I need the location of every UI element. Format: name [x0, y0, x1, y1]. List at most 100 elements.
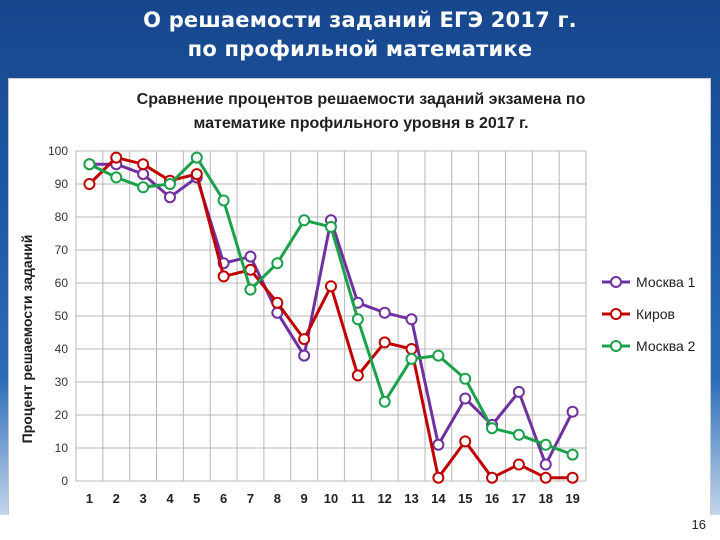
data-point	[351, 313, 364, 326]
x-tick-label: 10	[324, 491, 338, 506]
data-point	[459, 392, 472, 405]
y-tick-label: 30	[55, 375, 69, 389]
series-line	[89, 162, 574, 466]
y-tick-label: 80	[55, 210, 69, 224]
chart-title-line-1: Сравнение процентов решаемости заданий э…	[137, 91, 586, 108]
data-point	[298, 349, 311, 362]
data-point	[163, 191, 176, 204]
x-tick-label: 14	[431, 491, 446, 506]
data-point	[137, 168, 150, 181]
page-number: 16	[691, 517, 706, 532]
data-point	[110, 151, 123, 164]
data-point	[378, 395, 391, 408]
data-point	[110, 171, 123, 184]
slide-title: О решаемости заданий ЕГЭ 2017 г. по проф…	[0, 6, 720, 64]
slide-title-line-1: О решаемости заданий ЕГЭ 2017 г.	[143, 8, 577, 32]
legend-swatch-marker	[610, 340, 622, 352]
data-point	[271, 296, 284, 309]
data-point	[486, 471, 499, 484]
data-point	[244, 283, 257, 296]
legend-label: Москва 2	[636, 338, 696, 354]
legend-swatch-marker	[610, 276, 622, 288]
x-tick-label: 1	[86, 491, 93, 506]
series-Киров	[83, 151, 579, 484]
x-tick-label: 12	[377, 491, 391, 506]
x-tick-label: 2	[113, 491, 120, 506]
data-point	[351, 369, 364, 382]
legend-item: Москва 2	[602, 338, 696, 354]
y-tick-label: 40	[55, 342, 69, 356]
data-point	[539, 471, 552, 484]
data-point	[190, 151, 203, 164]
data-point	[83, 178, 96, 190]
series-Москва 1	[83, 158, 579, 471]
y-tick-label: 60	[55, 276, 69, 290]
data-point	[486, 422, 499, 435]
legend-swatch-marker	[610, 308, 622, 320]
data-point	[217, 270, 230, 283]
data-point	[137, 181, 150, 194]
y-tick-label: 0	[61, 474, 68, 488]
series-Москва 2	[83, 151, 579, 461]
x-tick-label: 5	[193, 491, 200, 506]
data-point	[298, 214, 311, 227]
footer-bar	[0, 515, 720, 540]
data-point	[512, 458, 525, 471]
data-point	[190, 168, 203, 181]
y-tick-label: 70	[55, 243, 69, 257]
line-chart: Сравнение процентов решаемости заданий э…	[19, 91, 696, 506]
legend-label: Киров	[636, 306, 675, 322]
data-point	[405, 352, 418, 365]
data-point	[378, 336, 391, 349]
y-axis-label: Процент решаемости заданий	[19, 235, 35, 444]
x-tick-label: 16	[485, 491, 499, 506]
x-tick-label: 6	[220, 491, 227, 506]
data-point	[137, 158, 150, 171]
data-point	[271, 257, 284, 270]
data-point	[539, 438, 552, 451]
data-point	[432, 471, 445, 484]
legend-label: Москва 1	[636, 274, 696, 290]
legend-item: Киров	[602, 306, 675, 322]
data-point	[163, 178, 176, 190]
data-point	[566, 471, 579, 484]
data-point	[432, 349, 445, 362]
x-tick-label: 7	[247, 491, 254, 506]
x-tick-label: 3	[139, 491, 146, 506]
data-point	[244, 250, 257, 263]
x-tick-label: 9	[301, 491, 308, 506]
y-tick-label: 50	[55, 309, 69, 323]
x-tick-label: 19	[565, 491, 579, 506]
x-tick-label: 11	[351, 491, 365, 506]
legend: Москва 1 Киров Москва 2	[602, 274, 696, 354]
data-point	[83, 158, 96, 171]
x-tick-label: 17	[512, 491, 526, 506]
y-tick-label: 10	[55, 441, 69, 455]
x-tick-label: 15	[458, 491, 472, 506]
series-line	[88, 156, 574, 457]
data-point	[432, 438, 445, 451]
data-point	[405, 343, 418, 355]
x-tick-label: 8	[274, 491, 281, 506]
data-point	[566, 405, 579, 418]
chart-panel: Сравнение процентов решаемости заданий э…	[8, 78, 711, 517]
legend-item: Москва 1	[602, 274, 696, 290]
data-point	[217, 194, 230, 207]
data-point	[325, 220, 337, 233]
slide-title-line-2: по профильной математике	[187, 37, 533, 61]
data-point	[325, 280, 337, 293]
data-point	[539, 458, 552, 471]
y-tick-label: 20	[55, 408, 69, 422]
data-point	[298, 333, 311, 346]
data-point	[512, 428, 525, 441]
data-point	[566, 448, 579, 461]
chart-title-line-2: математике профильного уровня в 2017 г.	[193, 115, 528, 132]
series-layer	[83, 151, 579, 484]
x-tick-label: 13	[404, 491, 418, 506]
data-point	[378, 306, 391, 319]
x-tick-label: 4	[166, 491, 174, 506]
data-point	[512, 385, 525, 398]
data-point	[459, 372, 472, 385]
data-point	[459, 435, 472, 448]
